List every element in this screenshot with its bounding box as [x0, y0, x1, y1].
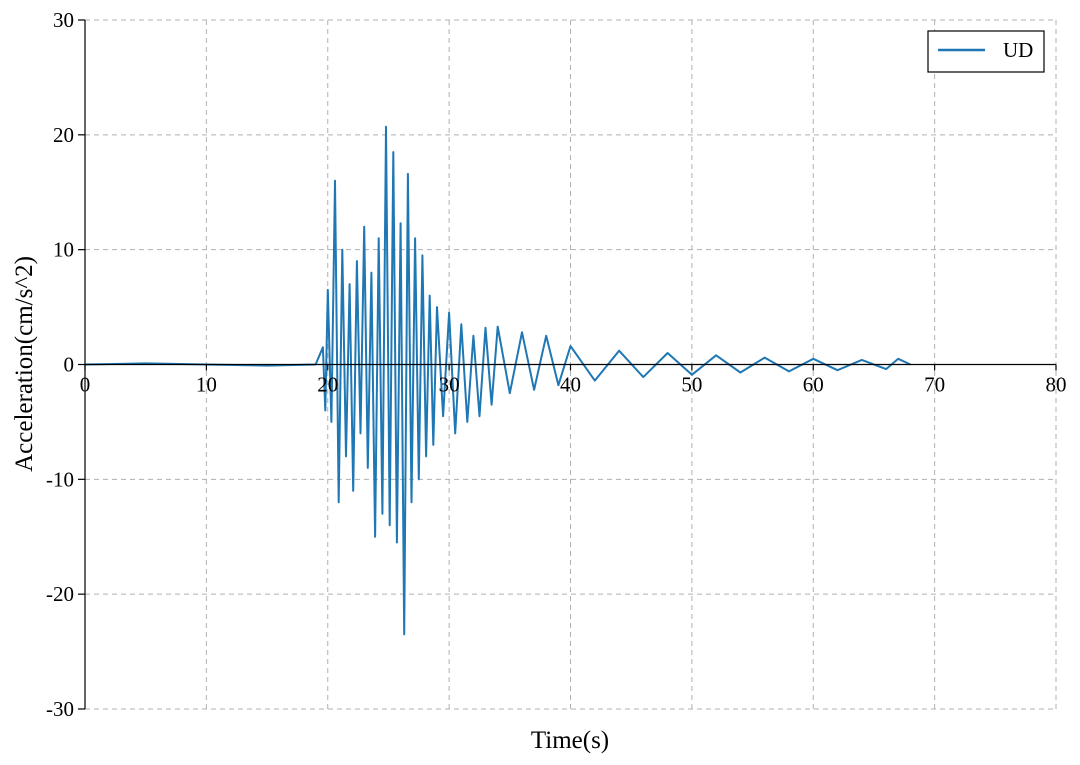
- series-layer: [84, 125, 911, 636]
- legend-label-ud: UD: [1003, 38, 1033, 62]
- legend: UD: [927, 30, 1045, 73]
- y-tick-label: 0: [64, 353, 75, 377]
- axes: [78, 19, 1057, 710]
- y-tick-label: -10: [46, 467, 74, 491]
- x-tick-label: 20: [317, 373, 338, 397]
- y-tick-label: 10: [53, 238, 74, 262]
- tick-labels: -30 -20 -10 0 10 20 30 0 10 20 30 40 50 60 70 80: [46, 8, 1067, 721]
- x-tick-label: 40: [560, 373, 581, 397]
- y-tick-label: -20: [46, 582, 74, 606]
- y-tick-label: 30: [53, 8, 74, 32]
- y-axis-title: Acceleration(cm/s^2): [11, 256, 38, 472]
- legend-box: [927, 30, 1045, 73]
- x-tick-label: 30: [439, 373, 460, 397]
- x-tick-label: 60: [803, 373, 824, 397]
- x-axis-title: Time(s): [531, 727, 609, 754]
- x-tick-label: 0: [80, 373, 91, 397]
- series-line-0: [84, 125, 911, 636]
- x-tick-label: 50: [681, 373, 702, 397]
- x-tick-label: 80: [1046, 373, 1067, 397]
- y-tick-label: 20: [53, 123, 74, 147]
- x-tick-label: 10: [196, 373, 217, 397]
- x-tick-label: 70: [924, 373, 945, 397]
- y-tick-label: -30: [46, 697, 74, 721]
